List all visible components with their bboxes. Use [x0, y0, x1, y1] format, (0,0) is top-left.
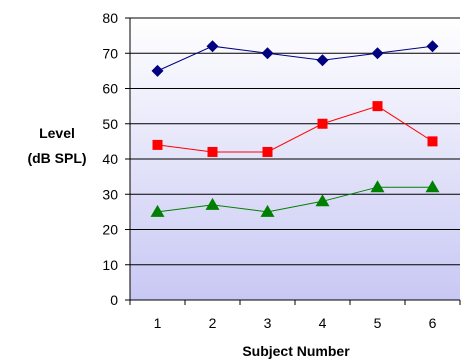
series-2-point-1 — [152, 139, 163, 150]
series-3-line — [157, 186, 433, 213]
y-tick-label-0: 0 — [110, 292, 118, 308]
series-3-point-2 — [205, 197, 220, 210]
series-3 — [150, 180, 440, 217]
x-tick-label-4: 4 — [319, 315, 327, 331]
x-tick-label-1: 1 — [154, 315, 162, 331]
series-3-point-6 — [425, 180, 440, 193]
y-tick-label-70: 70 — [102, 45, 118, 61]
x-tick-label-2: 2 — [209, 315, 217, 331]
gridlines — [130, 17, 460, 266]
series-2-point-3 — [262, 146, 273, 157]
series-3-point-5 — [370, 180, 385, 193]
series-1-point-1 — [151, 64, 164, 77]
y-tick-label-20: 20 — [102, 222, 118, 238]
series-1-point-6 — [426, 40, 439, 53]
series-3-point-1 — [150, 204, 165, 217]
series-1 — [151, 40, 439, 77]
y-axis-label-line-2: (dB SPL) — [27, 150, 86, 166]
x-axis-label: Subject Number — [242, 343, 350, 359]
series-2-point-5 — [372, 101, 383, 112]
y-tick-label-30: 30 — [102, 186, 118, 202]
series-1-point-3 — [261, 47, 274, 60]
series-2-point-4 — [317, 118, 328, 129]
series-2-point-2 — [207, 146, 218, 157]
series-3-point-4 — [315, 194, 330, 207]
series-3-point-3 — [260, 204, 275, 217]
series-1-point-5 — [371, 47, 384, 60]
series-layer — [150, 40, 440, 217]
series-2-point-6 — [427, 136, 438, 147]
series-1-point-4 — [316, 54, 329, 67]
series-2 — [152, 101, 438, 157]
y-tick-label-80: 80 — [102, 10, 118, 26]
x-tick-label-3: 3 — [264, 315, 272, 331]
y-tick-label-40: 40 — [102, 151, 118, 167]
x-axis: 1 2 3 4 5 6 — [129, 299, 461, 331]
y-axis: 0 10 20 30 40 50 60 70 80 — [102, 10, 131, 308]
y-tick-label-50: 50 — [102, 116, 118, 132]
series-1-line — [157, 45, 433, 72]
x-tick-label-6: 6 — [429, 315, 437, 331]
series-2-line — [157, 105, 433, 153]
series-1-point-2 — [206, 40, 219, 53]
y-tick-label-60: 60 — [102, 81, 118, 97]
y-axis-label-line-1: Level — [39, 125, 75, 141]
x-tick-label-5: 5 — [374, 315, 382, 331]
y-tick-label-10: 10 — [102, 257, 118, 273]
